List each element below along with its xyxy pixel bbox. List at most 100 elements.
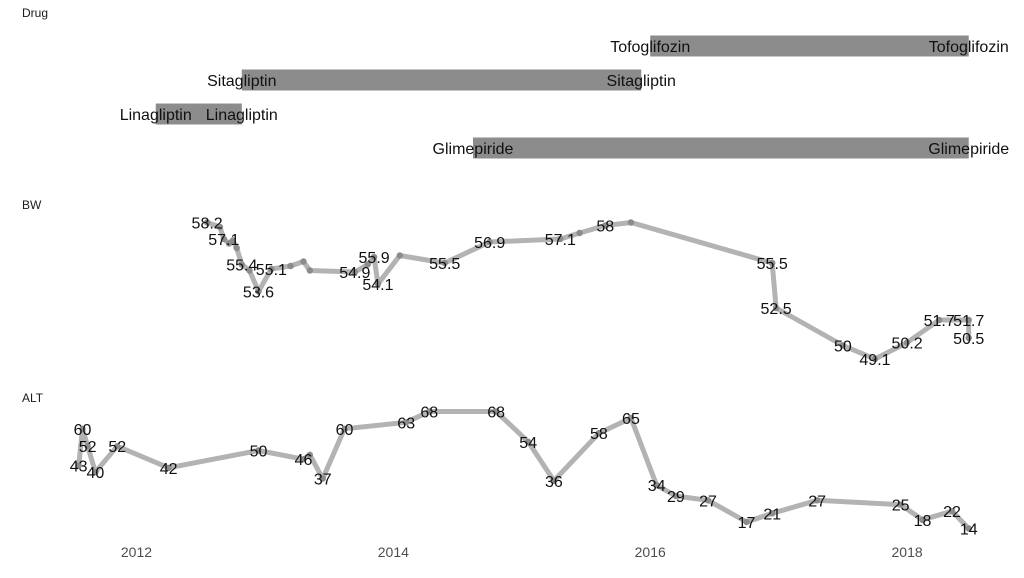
bw-point-label: 55.5 bbox=[429, 256, 460, 273]
drug-bar-end-label: Linagliptin bbox=[206, 107, 278, 124]
alt-point-label: 14 bbox=[960, 522, 978, 539]
alt-point bbox=[550, 477, 558, 485]
bw-point bbox=[396, 252, 403, 259]
alt-point-label: 42 bbox=[160, 461, 178, 478]
alt-point-label: 43 bbox=[70, 459, 88, 476]
drug-bar-end-label: Sitagliptin bbox=[607, 73, 676, 90]
alt-point bbox=[492, 408, 500, 415]
bw-point-label: 56.9 bbox=[474, 235, 505, 252]
x-tick-label: 2014 bbox=[378, 544, 409, 560]
x-tick-label: 2012 bbox=[121, 544, 152, 560]
alt-point bbox=[769, 510, 776, 517]
bw-point bbox=[769, 259, 776, 267]
bw-point bbox=[627, 219, 635, 226]
bw-point-label: 57.1 bbox=[545, 232, 576, 249]
bw-point bbox=[965, 316, 972, 324]
alt-point bbox=[300, 455, 307, 463]
bw-point-label: 54.9 bbox=[339, 265, 370, 282]
alt-point bbox=[426, 408, 433, 415]
alt-point bbox=[79, 425, 86, 433]
alt-point bbox=[525, 438, 532, 446]
drug-panel: Drug Tofoglifozin Tofoglifozin Sitagliptin… bbox=[22, 6, 1009, 159]
alt-point-label: 46 bbox=[295, 452, 313, 469]
bw-panel: BW 58.257.155.453.655.1 54.955.954.155.55… bbox=[22, 198, 984, 369]
bw-point-label: 52.5 bbox=[761, 301, 792, 318]
bw-point bbox=[255, 288, 262, 295]
bw-point bbox=[351, 268, 359, 276]
drug-panel-title: Drug bbox=[22, 6, 48, 20]
alt-point bbox=[402, 419, 410, 426]
bw-point-label: 54.1 bbox=[362, 277, 393, 294]
bw-point-label: 53.6 bbox=[243, 285, 274, 302]
alt-point bbox=[919, 516, 926, 524]
alt-point-label: 60 bbox=[336, 422, 354, 439]
alt-point bbox=[165, 464, 172, 472]
alt-panel-title: ALT bbox=[22, 391, 44, 405]
drug-bar-end-label: Tofoglifozin bbox=[929, 39, 1009, 56]
bw-point bbox=[871, 355, 879, 363]
x-axis: 2012 2014 2016 2018 bbox=[121, 544, 923, 560]
bw-point bbox=[233, 244, 240, 252]
bw-point-label: 57.1 bbox=[208, 232, 239, 249]
alt-point bbox=[813, 497, 821, 504]
bw-point bbox=[441, 259, 448, 267]
alt-point-label: 29 bbox=[667, 489, 685, 506]
bw-point-label: 51.7 bbox=[924, 313, 955, 330]
alt-point bbox=[672, 492, 680, 500]
x-tick-label: 2016 bbox=[635, 544, 666, 560]
bw-point-label: 58 bbox=[596, 219, 614, 236]
drug-bar-linagliptin bbox=[155, 103, 242, 125]
alt-point bbox=[306, 451, 314, 459]
bw-point bbox=[364, 261, 371, 268]
alt-point bbox=[341, 425, 348, 433]
drug-bar-start-label: Tofoglifozin bbox=[610, 39, 690, 56]
alt-point-label: 17 bbox=[738, 515, 756, 532]
alt-point bbox=[897, 501, 904, 508]
alt-point-label: 22 bbox=[943, 504, 961, 521]
bw-point bbox=[238, 261, 245, 268]
alt-point-label: 63 bbox=[397, 415, 415, 432]
alt-point bbox=[255, 447, 262, 454]
drug-bar-end-label: Glimepiride bbox=[928, 141, 1009, 158]
bw-point-label: 50.5 bbox=[953, 331, 984, 348]
alt-point-label: 60 bbox=[74, 422, 92, 439]
bw-point bbox=[486, 238, 493, 246]
bw-point-label: 55.4 bbox=[226, 258, 257, 275]
alt-point bbox=[92, 468, 99, 476]
alt-point bbox=[965, 525, 972, 532]
bw-point bbox=[839, 342, 847, 349]
alt-point-label: 68 bbox=[487, 405, 505, 422]
bw-point-label: 50.2 bbox=[892, 336, 923, 353]
bw-point-label: 50 bbox=[834, 339, 852, 356]
alt-point-label: 34 bbox=[648, 478, 666, 495]
alt-point bbox=[319, 475, 326, 482]
bw-point-label: 51.7 bbox=[953, 313, 984, 330]
alt-line bbox=[76, 409, 972, 531]
bw-point bbox=[370, 253, 378, 261]
drug-bar-start-label: Glimepiride bbox=[433, 141, 514, 158]
alt-point bbox=[114, 442, 121, 450]
bw-point bbox=[300, 258, 307, 265]
drug-bar-sitagliptin bbox=[241, 69, 642, 91]
alt-point-label: 50 bbox=[250, 444, 268, 461]
alt-point bbox=[653, 481, 660, 489]
bw-panel-title: BW bbox=[22, 198, 42, 212]
alt-point-label: 36 bbox=[545, 474, 563, 491]
alt-point bbox=[627, 414, 635, 422]
bw-point bbox=[374, 280, 382, 288]
alt-point bbox=[75, 462, 82, 469]
bw-point bbox=[576, 229, 583, 237]
bw-point-label: 55.9 bbox=[359, 250, 390, 267]
bw-point bbox=[936, 316, 943, 324]
alt-point-label: 25 bbox=[892, 498, 910, 515]
alt-point bbox=[743, 518, 750, 526]
alt-point-label: 37 bbox=[314, 472, 332, 489]
alt-point bbox=[84, 442, 91, 450]
bw-point bbox=[203, 219, 211, 226]
alt-point-label: 21 bbox=[763, 506, 781, 523]
bw-point bbox=[306, 267, 314, 274]
alt-point-label: 68 bbox=[420, 405, 438, 422]
drug-bar-tofoglifozin bbox=[650, 35, 969, 57]
x-tick-label: 2018 bbox=[892, 544, 923, 560]
drug-bar-glimepiride bbox=[472, 137, 969, 159]
